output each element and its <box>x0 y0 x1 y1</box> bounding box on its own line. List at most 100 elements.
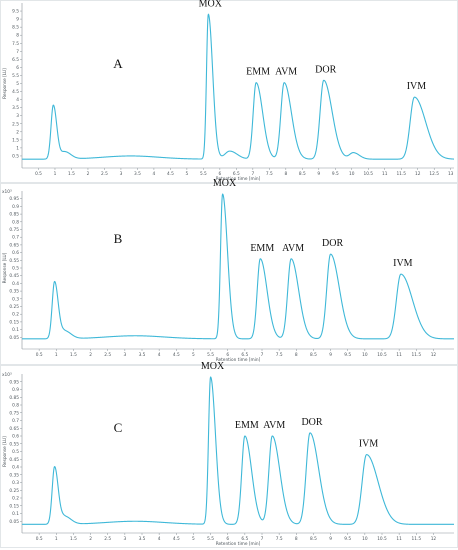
x-tick-label: 11 <box>396 536 402 542</box>
peak-label-avm: AVM <box>275 67 297 78</box>
x-tick-label: 11 <box>382 171 388 177</box>
x-tick-label: 5 <box>192 352 195 358</box>
y-tick-label: 8.5 <box>12 25 19 31</box>
y-tick-label: 3.5 <box>12 105 19 111</box>
x-axis-title: Retention time [min] <box>216 357 261 363</box>
peak-label-ivm: IVM <box>393 258 413 269</box>
chromatogram-trace <box>21 193 455 340</box>
y-tick-label: 5 <box>16 81 19 87</box>
x-tick-label: 3.5 <box>139 352 146 358</box>
x-tick-label: 7 <box>251 171 254 177</box>
y-tick-label: 6.5 <box>12 57 19 63</box>
y-tick-label: 0.15 <box>9 503 19 509</box>
x-tick-label: 5 <box>186 171 189 177</box>
x-tick-label: 10.5 <box>377 536 387 542</box>
y-tick-label: 0.8 <box>12 403 19 409</box>
y-tick-label: 0.85 <box>9 212 19 218</box>
x-tick-label: 2.5 <box>104 352 111 358</box>
y-tick-label: 0.4 <box>12 281 19 287</box>
y-tick-label: 0.2 <box>12 312 19 318</box>
y-axis-title: Response [LU] <box>2 252 8 283</box>
y-tick-label: 0.05 <box>9 519 19 525</box>
x-tick-label: 7.5 <box>276 352 283 358</box>
x-tick-label: 3.5 <box>134 171 141 177</box>
y-tick-label: 3 <box>16 113 19 119</box>
x-tick-label: 12.5 <box>429 171 439 177</box>
x-tick-label: 4 <box>153 171 156 177</box>
x-tick-label: 11 <box>396 352 402 358</box>
x-tick-label: 3.5 <box>139 536 146 542</box>
x-tick-label: 0.5 <box>35 171 42 177</box>
x-tick-label: 10 <box>362 536 368 542</box>
peak-label-mox: MOX <box>201 361 225 372</box>
y-tick-label: 0.2 <box>12 496 19 502</box>
y-axis-multiplier: x10³ <box>2 189 12 195</box>
y-tick-label: 0.45 <box>9 457 19 463</box>
x-tick-label: 1 <box>54 171 57 177</box>
x-tick-label: 11.5 <box>396 171 406 177</box>
x-tick-label: 3 <box>123 536 126 542</box>
x-tick-label: 9.5 <box>344 352 351 358</box>
y-tick-label: 0.9 <box>12 204 19 210</box>
x-tick-label: 7 <box>261 352 264 358</box>
x-tick-label: 10 <box>349 171 355 177</box>
peak-label-avm: AVM <box>263 420 285 431</box>
x-tick-label: 13 <box>448 171 454 177</box>
y-tick-label: 2.5 <box>12 121 19 127</box>
x-tick-label: 5.5 <box>200 171 207 177</box>
panel-letter: C <box>114 420 123 435</box>
y-tick-label: 0.35 <box>9 289 19 295</box>
x-axis-title: Retention time [min] <box>216 541 261 547</box>
x-tick-label: 6 <box>226 536 229 542</box>
x-tick-label: 1 <box>55 536 58 542</box>
x-tick-label: 12 <box>431 352 437 358</box>
y-tick-label: 0.25 <box>9 488 19 494</box>
x-tick-label: 2 <box>89 536 92 542</box>
x-tick-label: 7 <box>261 536 264 542</box>
x-tick-label: 1 <box>55 352 58 358</box>
x-tick-label: 10 <box>362 352 368 358</box>
x-tick-label: 7.5 <box>276 536 283 542</box>
x-tick-label: 0.5 <box>36 352 43 358</box>
peak-label-emm: EMM <box>246 67 270 78</box>
y-tick-label: 0.5 <box>12 266 19 272</box>
y-tick-label: 0.5 <box>12 153 19 159</box>
y-tick-label: 0.85 <box>9 395 19 401</box>
x-tick-label: 4 <box>158 536 161 542</box>
y-tick-label: 7.5 <box>12 41 19 47</box>
x-tick-label: 8 <box>284 171 287 177</box>
x-tick-label: 10.5 <box>363 171 373 177</box>
x-tick-label: 10.5 <box>377 352 387 358</box>
y-tick-label: 0.3 <box>12 296 19 302</box>
y-tick-label: 0.55 <box>9 258 19 264</box>
y-tick-label: 5.5 <box>12 73 19 79</box>
x-tick-label: 8.5 <box>299 171 306 177</box>
chromatogram-panel-c: x10³ 0.05 0.1 0.150.2 0.25 0.3 0.350.4 0.45 0.5 0… <box>0 361 458 548</box>
x-tick-label: 9.5 <box>332 171 339 177</box>
x-tick-label: 2 <box>87 171 90 177</box>
y-tick-label: 0.75 <box>9 410 19 416</box>
peak-label-dor: DOR <box>315 64 336 75</box>
x-tick-label: 2.5 <box>101 171 108 177</box>
y-tick-label: 6 <box>16 65 19 71</box>
panel-letter: A <box>113 56 123 71</box>
x-tick-label: 1.5 <box>68 171 75 177</box>
x-tick-label: 1.5 <box>70 536 77 542</box>
peak-label-ivm: IVM <box>407 81 427 92</box>
peak-label-dor: DOR <box>301 417 322 428</box>
x-tick-label: 5.5 <box>207 536 214 542</box>
y-tick-label: 0.1 <box>12 511 19 517</box>
x-tick-label: 8.5 <box>310 352 317 358</box>
x-tick-label: 8.5 <box>310 536 317 542</box>
x-tick-label: 11.5 <box>411 536 421 542</box>
x-tick-label: 4.5 <box>167 171 174 177</box>
x-tick-label: 2 <box>89 352 92 358</box>
x-tick-label: 9 <box>317 171 320 177</box>
y-tick-label: 8 <box>16 33 19 39</box>
peak-label-emm: EMM <box>250 243 274 254</box>
x-tick-label: 6 <box>218 171 221 177</box>
y-tick-label: 9.5 <box>12 9 19 15</box>
y-tick-label: 0.6 <box>12 250 19 256</box>
x-axis-title: Retention time [min] <box>216 176 261 182</box>
